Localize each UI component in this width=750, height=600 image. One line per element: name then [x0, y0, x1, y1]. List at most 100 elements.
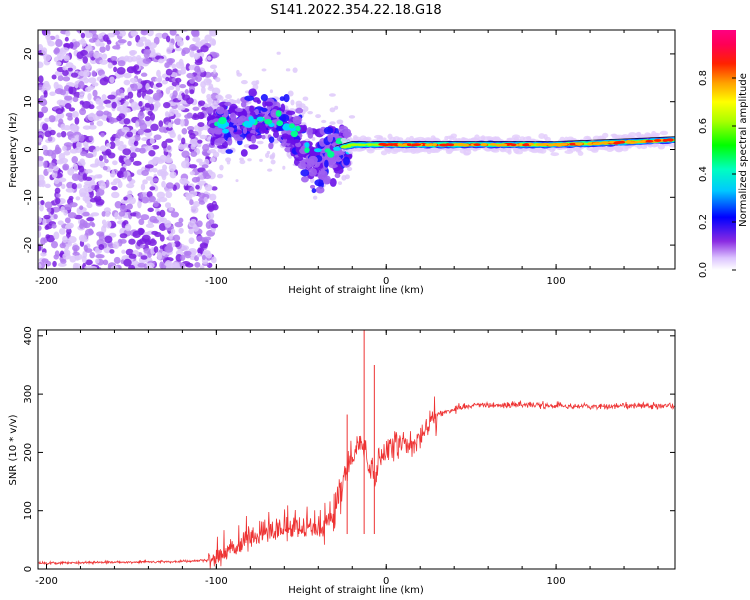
noise-blob	[144, 116, 151, 122]
noise-blob	[156, 69, 161, 77]
signal-blob	[261, 134, 266, 140]
noise-blob	[85, 153, 94, 159]
noise-blob	[207, 211, 215, 220]
noise-blob	[138, 101, 143, 107]
signal-blob	[248, 88, 257, 98]
scatter-blob	[255, 80, 260, 85]
noise-blob	[78, 134, 85, 142]
noise-blob	[123, 258, 132, 267]
band-envelope	[635, 132, 641, 137]
noise-blob	[91, 82, 99, 87]
noise-blob	[83, 244, 88, 252]
noise-blob	[177, 134, 182, 141]
scatter-blob	[315, 114, 322, 119]
noise-blob	[130, 83, 138, 92]
highlight-blob	[327, 150, 335, 158]
highlight-blob	[304, 147, 310, 153]
colorbar-label: Normalized spectral amplitude	[738, 73, 749, 227]
noise-blob	[184, 89, 189, 95]
snr-x-label: Height of straight line (km)	[288, 585, 424, 596]
noise-blob	[39, 98, 48, 107]
noise-blob	[51, 74, 57, 80]
noise-blob	[86, 202, 93, 209]
noise-blob	[192, 36, 201, 42]
noise-blob	[148, 239, 157, 247]
noise-blob	[148, 150, 156, 157]
band-core	[373, 143, 378, 146]
scatter-blob	[256, 140, 264, 145]
noise-blob	[158, 196, 168, 203]
noise-blob	[96, 105, 105, 110]
signal-blob	[314, 179, 324, 187]
scatter-blob	[312, 195, 318, 200]
signal-blob	[234, 107, 244, 112]
noise-blob	[168, 58, 173, 66]
noise-blob	[164, 202, 172, 209]
noise-blob	[98, 232, 105, 241]
band-envelope	[559, 136, 565, 142]
signal-blob	[248, 144, 259, 150]
scatter-blob	[259, 158, 263, 162]
signal-blob	[311, 188, 317, 194]
scatter-blob	[329, 121, 336, 125]
band-hotspot	[614, 141, 624, 144]
noise-blob	[131, 106, 137, 111]
highlight-blob	[313, 148, 322, 153]
noise-blob	[101, 94, 107, 101]
noise-blob	[190, 151, 198, 158]
y-tick-label: 400	[23, 326, 34, 345]
noise-blob	[211, 186, 218, 191]
noise-blob	[165, 87, 171, 95]
highlight-blob	[282, 123, 291, 130]
signal-blob	[343, 128, 352, 136]
scatter-blob	[329, 107, 336, 113]
scatter-blob	[213, 68, 217, 75]
noise-blob	[127, 175, 132, 182]
noise-blob	[96, 120, 104, 127]
scatter-blob	[282, 165, 286, 170]
scatter-blob	[321, 119, 327, 124]
noise-blob	[85, 62, 91, 70]
noise-blob	[51, 223, 57, 229]
highlight-blob	[275, 110, 282, 117]
noise-blob	[73, 131, 82, 137]
noise-blob	[140, 183, 146, 191]
noise-blob	[80, 107, 85, 112]
noise-blob	[126, 203, 133, 210]
noise-blob	[115, 140, 120, 147]
signal-blob	[324, 159, 329, 168]
noise-blob	[171, 63, 176, 69]
noise-blob	[76, 141, 83, 149]
noise-blob	[49, 129, 56, 136]
noise-blob	[88, 265, 98, 269]
signal-blob	[240, 149, 248, 157]
noise-blob	[55, 39, 63, 48]
signal-blob	[283, 93, 290, 103]
noise-blob	[161, 180, 166, 188]
noise-blob	[88, 104, 95, 110]
band-hotspot	[625, 140, 632, 144]
noise-blob	[63, 150, 71, 156]
noise-blob	[172, 234, 181, 242]
noise-blob	[45, 234, 51, 239]
scatter-blob	[334, 105, 339, 110]
scatter-blob	[303, 106, 309, 112]
noise-blob	[209, 193, 217, 201]
band-envelope	[514, 150, 524, 155]
noise-blob	[157, 58, 165, 64]
noise-blob	[194, 60, 203, 66]
noise-blob	[181, 137, 186, 145]
band-envelope	[374, 134, 383, 139]
noise-blob	[58, 177, 67, 183]
noise-blob	[62, 76, 71, 82]
noise-blob	[84, 259, 93, 266]
signal-blob	[244, 95, 255, 101]
highlight-blob	[248, 118, 256, 125]
highlight-blob	[264, 118, 273, 125]
colorbar-tick-label: 0.0	[698, 262, 709, 278]
band-core	[361, 143, 367, 146]
noise-blob	[124, 159, 132, 166]
x-tick-label: -200	[35, 276, 58, 287]
band-envelope	[621, 134, 630, 141]
noise-blob	[209, 157, 216, 163]
